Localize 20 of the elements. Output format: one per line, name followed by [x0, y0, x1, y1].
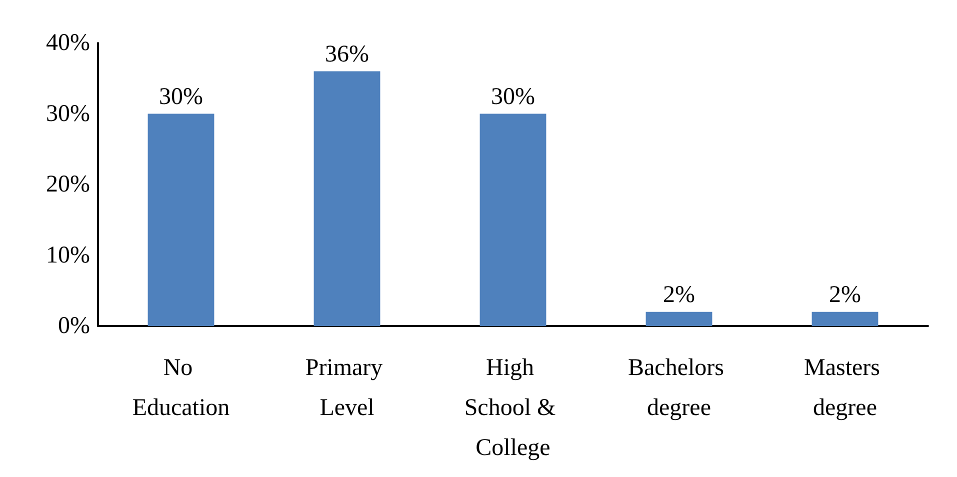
bar: [646, 312, 712, 326]
bar: [148, 114, 214, 326]
y-tick-label: 0%: [58, 313, 90, 339]
x-tick-label: High School & College: [464, 355, 562, 461]
x-tick-label: No Education: [132, 355, 230, 421]
y-tick-label: 10%: [46, 242, 90, 268]
x-tick-label: Primary Level: [305, 355, 389, 421]
bar: [314, 71, 380, 326]
data-label: 2%: [829, 282, 861, 308]
y-tick-label: 40%: [46, 30, 90, 56]
data-label: 2%: [663, 282, 695, 308]
data-label: 36%: [325, 41, 369, 68]
y-tick-label: 20%: [46, 172, 90, 198]
bar: [480, 114, 546, 326]
y-tick-label: 30%: [46, 100, 90, 127]
data-label: 30%: [491, 84, 535, 110]
x-tick-label: Masters degree: [804, 355, 886, 421]
data-label: 30%: [159, 84, 203, 110]
bar: [812, 312, 878, 326]
x-tick-label: Bachelors degree: [628, 355, 730, 421]
